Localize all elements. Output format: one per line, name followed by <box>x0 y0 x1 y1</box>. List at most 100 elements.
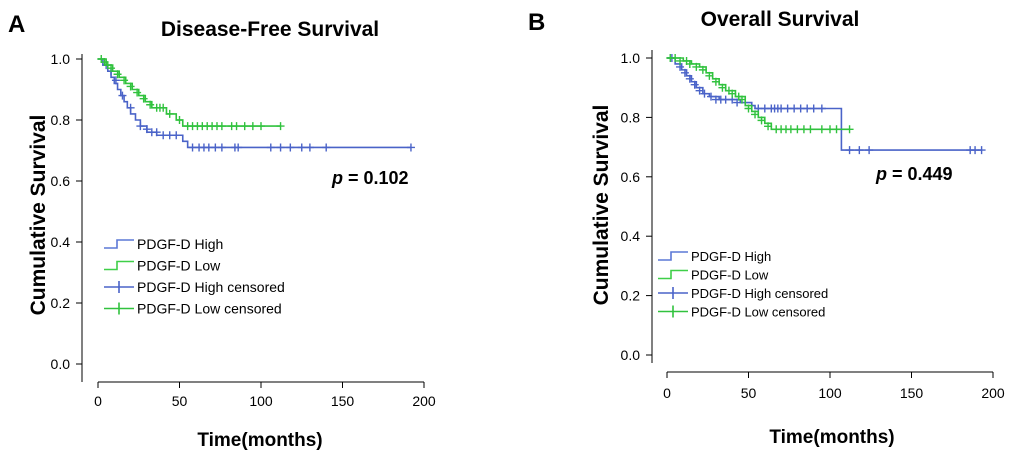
y-tick-label: 0.8 <box>51 112 71 128</box>
censor-mark-high <box>700 89 709 98</box>
legend-swatch-low <box>104 260 134 271</box>
axes <box>651 50 993 373</box>
censor-mark-low <box>139 94 148 103</box>
censor-mark-high <box>217 143 226 152</box>
curve-low <box>98 58 281 127</box>
x-tick-label: 50 <box>172 393 188 409</box>
legend-label: PDGF-D Low censored <box>691 305 825 320</box>
censor-mark-high <box>695 86 704 95</box>
legend-label: PDGF-D Low censored <box>137 301 282 317</box>
legend: PDGF-D High PDGF-D Low PDGF-D High censore… <box>658 249 828 320</box>
censor-mark-high <box>817 104 826 113</box>
y-ticks: 0.0 0.2 0.4 0.6 0.8 1.0 <box>621 50 652 363</box>
chart-title: Disease-Free Survival <box>161 18 379 41</box>
legend-swatch-low-censored <box>104 302 134 315</box>
curve-high <box>667 57 982 151</box>
y-tick-label: 0.0 <box>621 347 641 363</box>
censor-mark-low <box>671 54 680 62</box>
censor-mark-low <box>165 109 174 118</box>
y-tick-label: 0.2 <box>51 295 71 311</box>
censor-mark-low <box>133 88 142 97</box>
y-axis-title: Cumulative Survival <box>27 115 50 316</box>
x-axis-title: Time(months) <box>769 427 894 448</box>
y-tick-label: 0.4 <box>621 228 641 244</box>
censor-mark-high <box>266 143 275 152</box>
censor-mark-low <box>764 122 773 131</box>
censor-mark-low <box>832 125 841 134</box>
censor-mark-low <box>159 103 168 112</box>
censor-mark-high <box>809 104 818 113</box>
censor-mark-low <box>276 122 285 131</box>
censor-mark-high <box>297 143 306 152</box>
x-tick-label: 100 <box>249 393 273 409</box>
censor-mark-high <box>855 146 864 155</box>
x-tick-label: 50 <box>741 385 757 401</box>
censor-mark-high <box>286 143 295 152</box>
x-ticks: 0 50 100 150 200 <box>663 372 1005 401</box>
legend-swatch-high-censored <box>658 287 688 299</box>
censor-mark-high <box>111 76 120 85</box>
x-tick-label: 200 <box>981 385 1005 401</box>
censor-mark-high <box>680 68 689 77</box>
panel-label: A <box>8 11 25 38</box>
censor-mark-high <box>118 91 127 100</box>
censor-mark-low <box>711 77 720 86</box>
x-tick-label: 150 <box>900 385 924 401</box>
censor-mark-low <box>845 125 854 134</box>
censor-mark-high <box>733 98 742 107</box>
y-tick-label: 0.0 <box>51 356 71 372</box>
legend-label: PDGF-D High censored <box>691 286 828 301</box>
x-tick-label: 150 <box>331 393 355 409</box>
legend-label: PDGF-D High censored <box>137 279 285 295</box>
censor-mark-low <box>248 122 257 131</box>
censor-mark-low <box>146 100 155 109</box>
censor-mark-low <box>217 122 226 131</box>
plot-area <box>666 54 986 155</box>
censor-mark-high <box>152 128 161 137</box>
y-tick-label: 0.6 <box>621 169 641 185</box>
censor-mark-high <box>276 143 285 152</box>
legend-swatch-low-censored <box>658 305 688 318</box>
censor-mark-low <box>692 62 701 71</box>
legend-swatch-high-censored <box>104 281 134 293</box>
censor-mark-low <box>126 82 135 91</box>
censor-mark-high <box>126 103 135 112</box>
y-tick-label: 1.0 <box>621 50 641 66</box>
legend-label: PDGF-D Low <box>137 258 221 274</box>
x-ticks: 0 50 100 150 200 <box>94 382 436 409</box>
y-tick-label: 0.8 <box>621 109 641 125</box>
legend-label: PDGF-D High <box>137 236 223 252</box>
censor-mark-low <box>751 110 760 119</box>
legend-swatch-low <box>658 269 688 280</box>
censor-mark-high <box>690 80 699 89</box>
censor-mark-high <box>172 131 181 140</box>
x-axis-title: Time(months) <box>197 430 322 451</box>
p-value-annotation: p = 0.102 <box>331 168 409 188</box>
legend-swatch-high <box>658 251 688 261</box>
censor-mark-low <box>113 70 122 79</box>
censor-mark-low <box>757 116 766 125</box>
x-tick-label: 0 <box>663 385 671 401</box>
y-ticks: 0.0 0.2 0.4 0.6 0.8 1.0 <box>51 51 82 372</box>
axes <box>81 54 424 383</box>
censor-mark-low <box>120 76 129 85</box>
censor-mark-low <box>806 125 815 134</box>
panel-disease-free-survival: A Disease-Free Survival Cumulative Survi… <box>8 11 436 451</box>
curve-low <box>667 57 850 131</box>
censor-mark-low <box>817 125 826 134</box>
p-value-annotation: p = 0.449 <box>875 164 953 184</box>
censor-mark-high <box>322 143 331 152</box>
censor-mark-low <box>685 59 694 68</box>
censor-mark-high <box>685 74 694 83</box>
legend-label: PDGF-D High <box>691 249 771 264</box>
legend: PDGF-D High PDGF-D Low PDGF-D High censore… <box>104 236 285 317</box>
censor-mark-low <box>257 122 265 131</box>
censor-mark-low <box>698 65 707 74</box>
censor-mark-low <box>107 64 116 73</box>
censor-mark-low <box>728 89 737 98</box>
censor-mark-low <box>737 95 746 104</box>
censor-mark-low <box>232 122 241 131</box>
y-tick-label: 0.2 <box>621 288 641 304</box>
km-chart-a: A Disease-Free Survival Cumulative Survi… <box>8 11 436 451</box>
y-tick-label: 0.6 <box>51 173 71 189</box>
